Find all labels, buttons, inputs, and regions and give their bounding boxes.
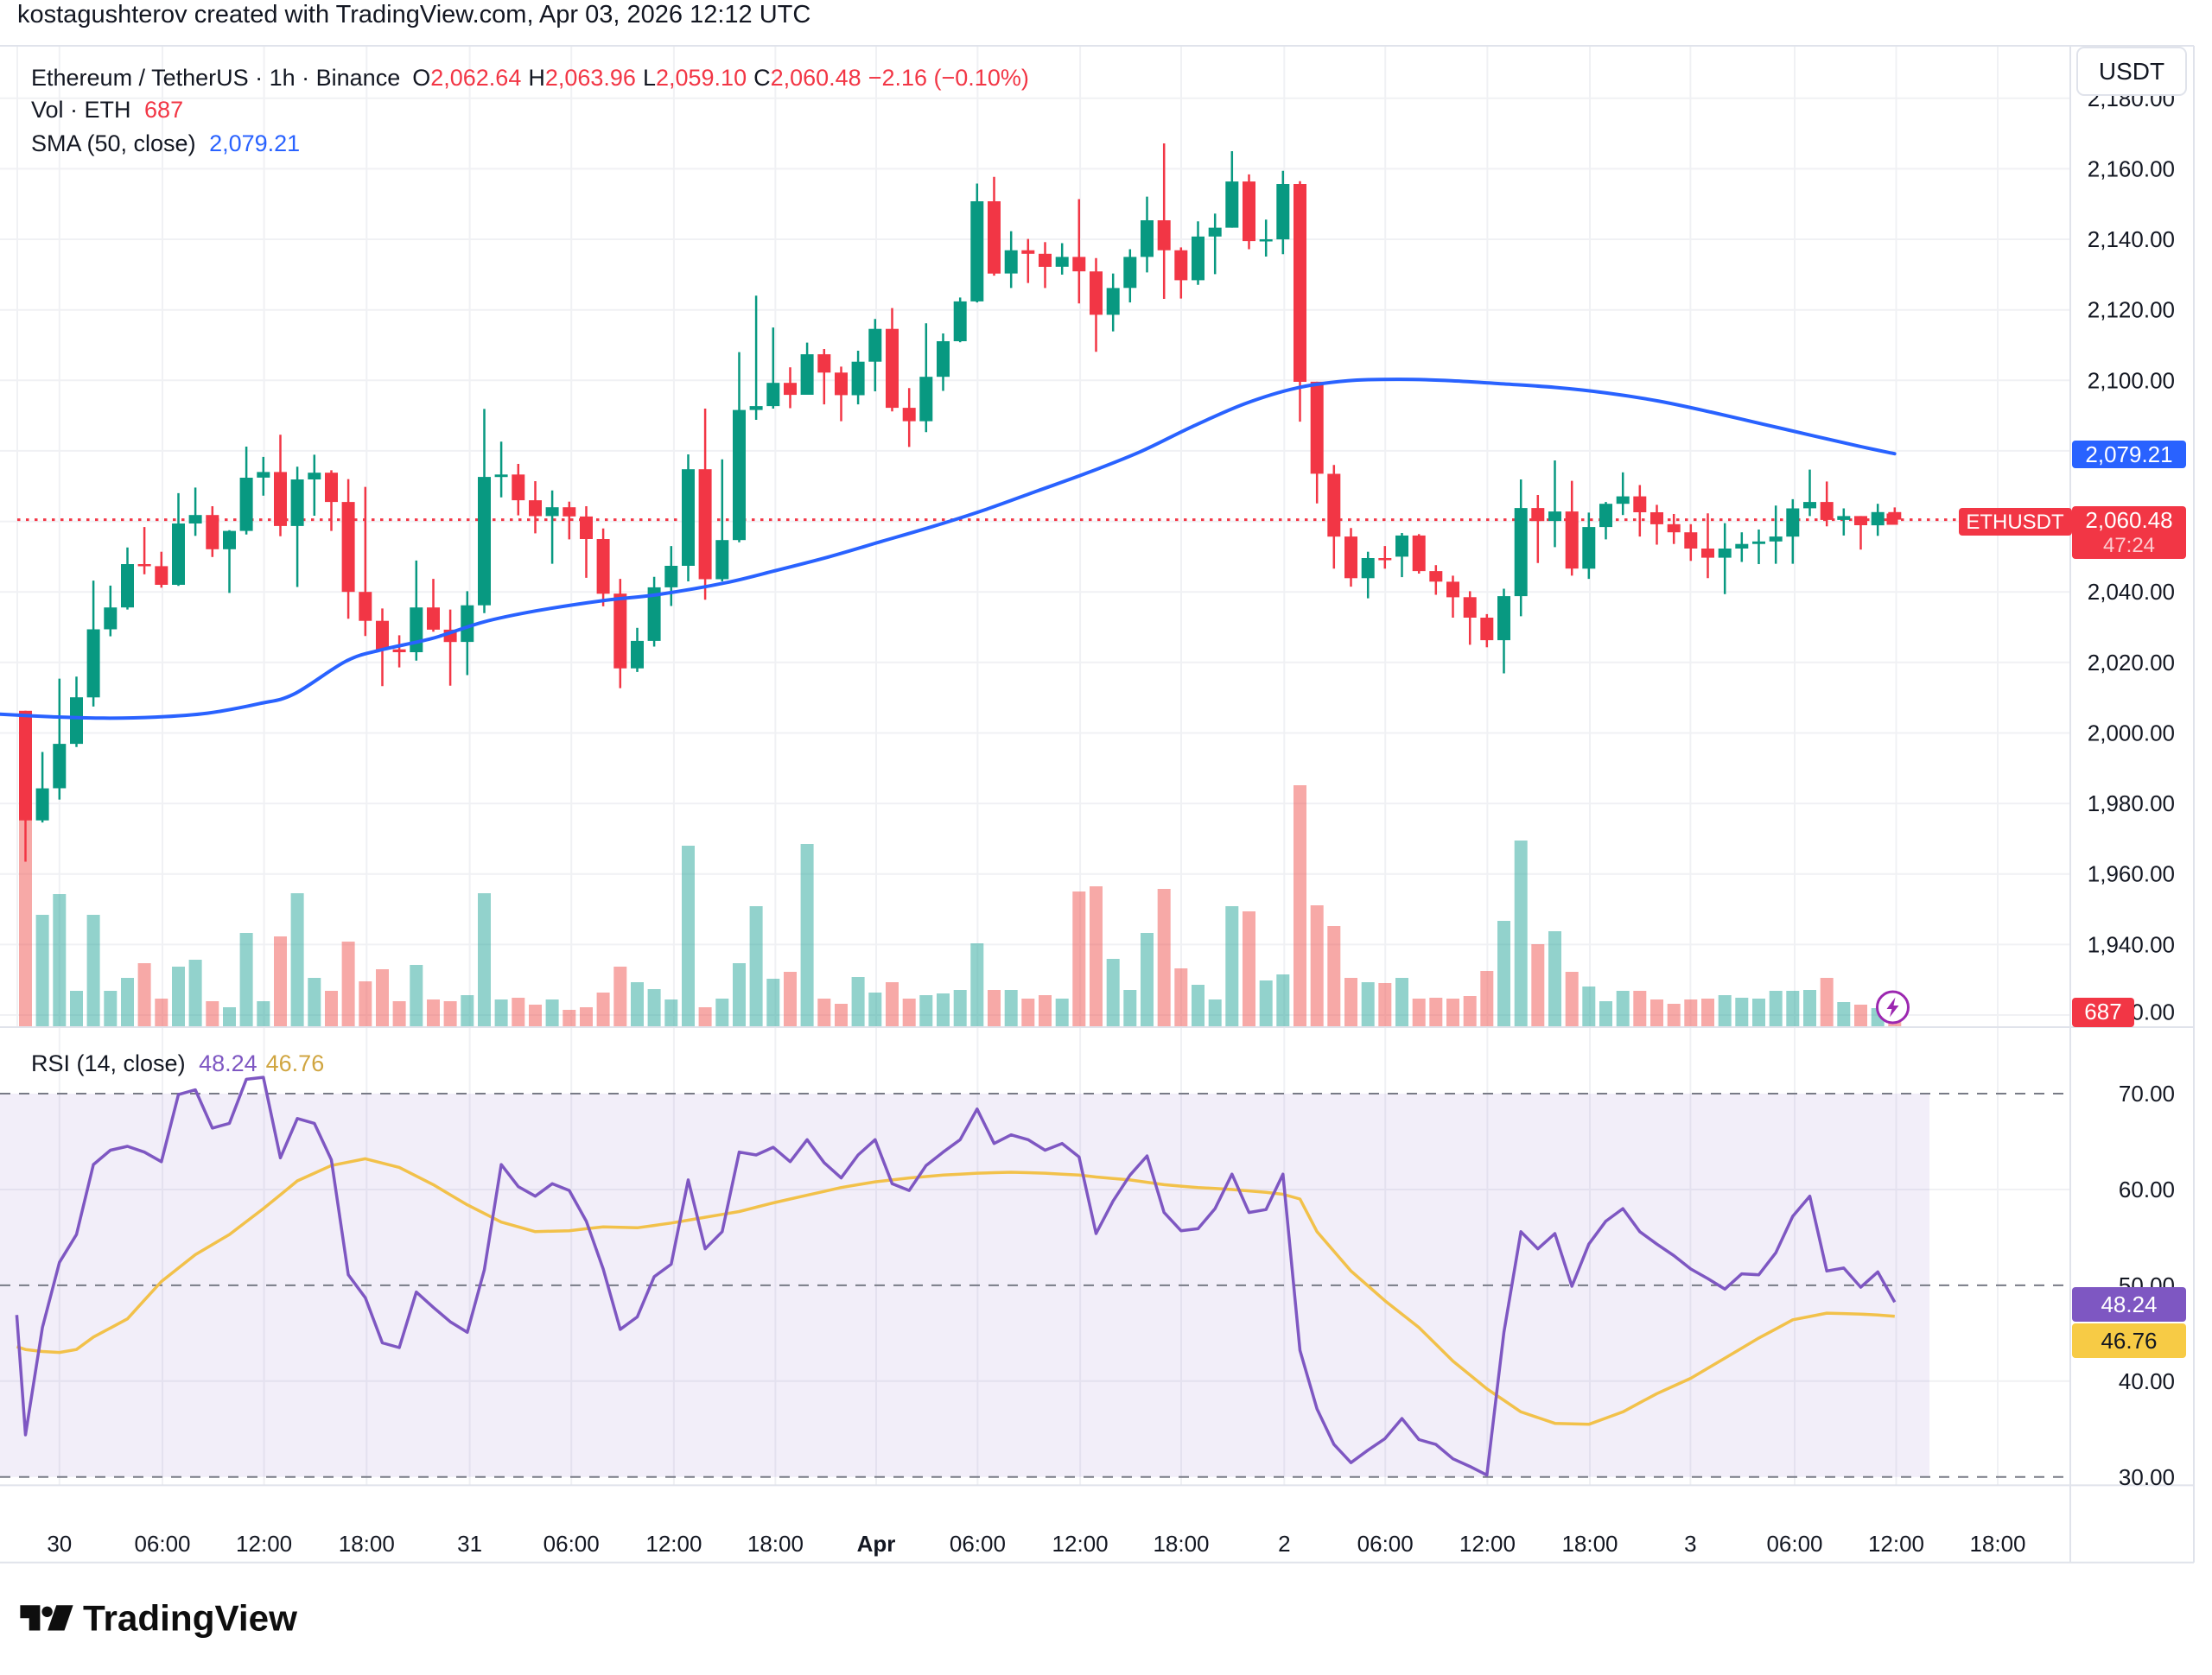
svg-text:18:00: 18:00: [339, 1531, 395, 1557]
svg-text:2,000.00: 2,000.00: [2088, 720, 2175, 746]
svg-text:2,060.48: 2,060.48: [2085, 507, 2172, 533]
svg-text:2,079.21: 2,079.21: [2085, 441, 2172, 467]
svg-text:SMA (50, close) 2,079.21: SMA (50, close) 2,079.21: [31, 130, 300, 156]
svg-text:30.00: 30.00: [2119, 1464, 2175, 1490]
svg-text:47:24: 47:24: [2103, 534, 2155, 557]
svg-text:06:00: 06:00: [950, 1531, 1006, 1557]
svg-text:2,160.00: 2,160.00: [2088, 155, 2175, 181]
svg-text:kostagushterov created with Tr: kostagushterov created with TradingView.…: [17, 1, 810, 29]
svg-text:18:00: 18:00: [1969, 1531, 2025, 1557]
svg-text:12:00: 12:00: [1459, 1531, 1516, 1557]
svg-text:1,980.00: 1,980.00: [2088, 790, 2175, 816]
svg-text:2,100.00: 2,100.00: [2088, 367, 2175, 393]
svg-text:06:00: 06:00: [1357, 1531, 1414, 1557]
svg-text:12:00: 12:00: [645, 1531, 702, 1557]
svg-text:06:00: 06:00: [1766, 1531, 1822, 1557]
svg-text:18:00: 18:00: [747, 1531, 804, 1557]
svg-text:2,140.00: 2,140.00: [2088, 226, 2175, 252]
svg-text:12:00: 12:00: [236, 1531, 292, 1557]
svg-text:30: 30: [47, 1531, 72, 1557]
svg-text:12:00: 12:00: [1868, 1531, 1924, 1557]
svg-text:0.00: 0.00: [2131, 999, 2175, 1025]
svg-text:31: 31: [457, 1531, 482, 1557]
svg-text:1,960.00: 1,960.00: [2088, 861, 2175, 887]
svg-text:Ethereum / TetherUS · 1h · Bin: Ethereum / TetherUS · 1h · Binance O2,062…: [31, 65, 1029, 91]
svg-text:12:00: 12:00: [1052, 1531, 1109, 1557]
svg-text:2,040.00: 2,040.00: [2088, 579, 2175, 605]
svg-text:Vol · ETH 687: Vol · ETH 687: [31, 97, 183, 123]
svg-text:ETHUSDT: ETHUSDT: [1966, 511, 2064, 534]
svg-text:687: 687: [2084, 999, 2121, 1025]
svg-text:18:00: 18:00: [1153, 1531, 1209, 1557]
svg-text:06:00: 06:00: [134, 1531, 190, 1557]
svg-text:60.00: 60.00: [2119, 1177, 2175, 1202]
svg-text:40.00: 40.00: [2119, 1368, 2175, 1394]
svg-text:70.00: 70.00: [2119, 1081, 2175, 1107]
svg-text:2,120.00: 2,120.00: [2088, 297, 2175, 323]
svg-text:06:00: 06:00: [543, 1531, 600, 1557]
svg-text:1,940.00: 1,940.00: [2088, 931, 2175, 957]
svg-text:46.76: 46.76: [2101, 1328, 2157, 1354]
svg-text:3: 3: [1684, 1531, 1696, 1557]
svg-text:Apr: Apr: [857, 1531, 896, 1557]
svg-text:48.24: 48.24: [2101, 1291, 2157, 1317]
svg-text:18:00: 18:00: [1561, 1531, 1618, 1557]
svg-text:2,020.00: 2,020.00: [2088, 650, 2175, 676]
svg-text:TradingView: TradingView: [83, 1598, 297, 1639]
svg-text:2: 2: [1278, 1531, 1290, 1557]
svg-text:USDT: USDT: [2099, 58, 2164, 85]
